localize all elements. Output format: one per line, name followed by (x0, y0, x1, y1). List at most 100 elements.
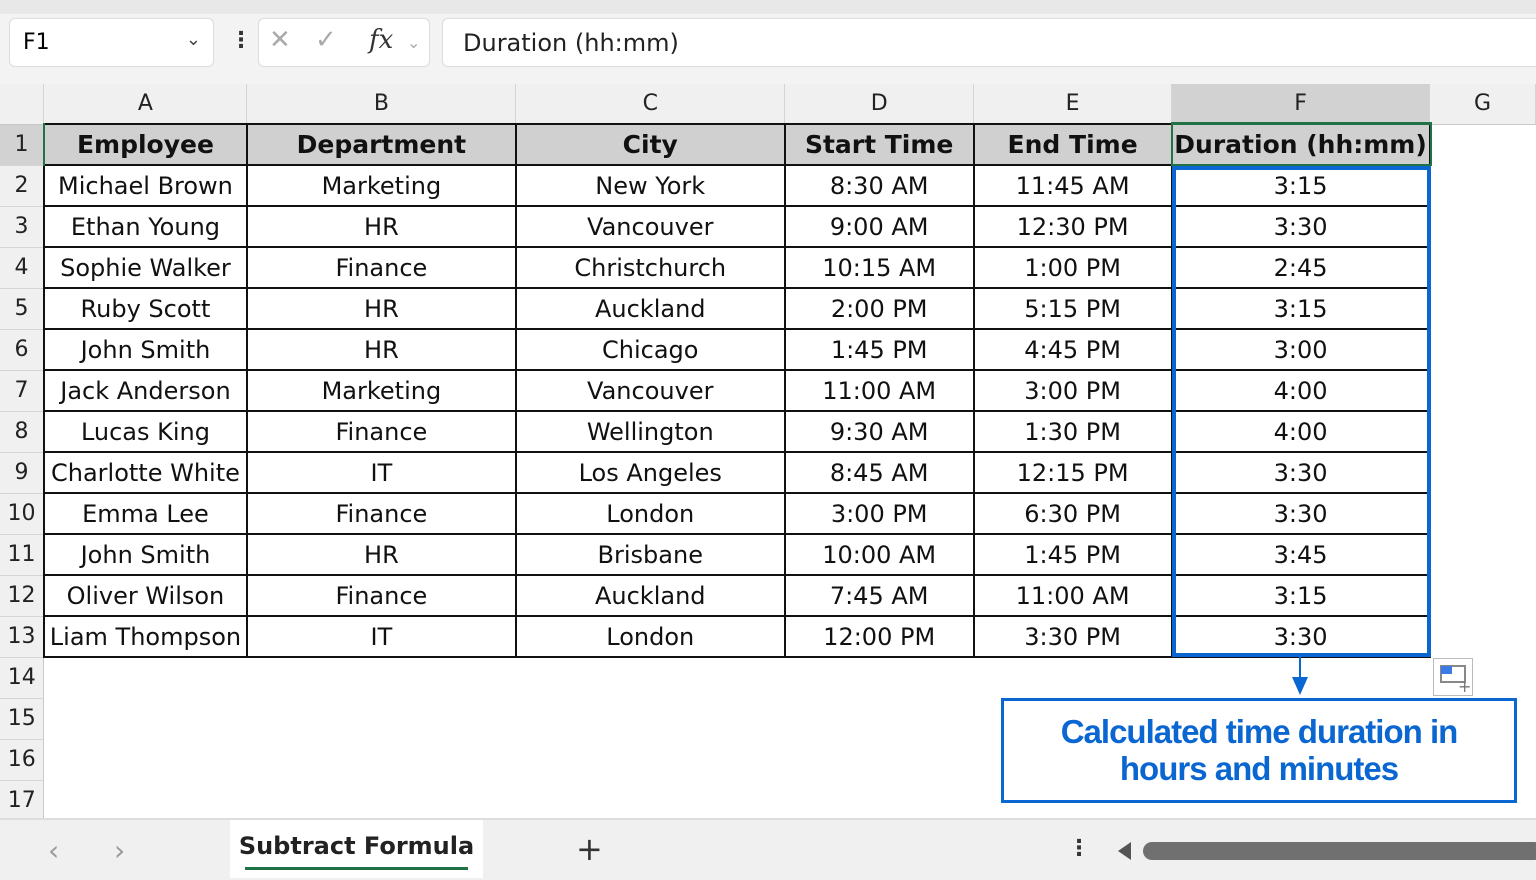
cell[interactable]: HR (245, 328, 517, 371)
scroll-left-icon[interactable] (1118, 842, 1131, 860)
cell[interactable]: HR (245, 205, 517, 248)
cell[interactable]: IT (245, 615, 517, 658)
row-header[interactable]: 17 (0, 780, 45, 822)
cell[interactable]: 3:30 (1170, 451, 1431, 494)
column-header-C[interactable]: C (515, 84, 786, 125)
cell[interactable]: Vancouver (514, 369, 786, 412)
cell[interactable]: 11:45 AM (972, 164, 1173, 207)
more-options-icon[interactable]: ⋮ (1068, 836, 1090, 861)
cell[interactable]: 3:15 (1170, 164, 1431, 207)
cell[interactable]: 8:30 AM (783, 164, 975, 207)
cell[interactable]: Jack Anderson (42, 369, 248, 412)
row-header[interactable]: 8 (0, 411, 45, 453)
row-header[interactable]: 7 (0, 370, 45, 412)
cell[interactable]: 4:45 PM (972, 328, 1173, 371)
cell[interactable]: Finance (245, 574, 517, 617)
row-header[interactable]: 4 (0, 247, 45, 289)
empty-cell[interactable] (1429, 575, 1536, 617)
cell[interactable]: Vancouver (514, 205, 786, 248)
empty-cell[interactable] (1429, 206, 1536, 248)
row-header[interactable]: 12 (0, 575, 45, 617)
row-header[interactable]: 3 (0, 206, 45, 248)
cell[interactable]: 7:45 AM (783, 574, 975, 617)
row-header[interactable]: 11 (0, 534, 45, 576)
empty-cell[interactable] (1429, 534, 1536, 576)
cell[interactable]: 12:15 PM (972, 451, 1173, 494)
cell[interactable]: 4:00 (1170, 410, 1431, 453)
empty-cell[interactable] (784, 739, 974, 781)
cell[interactable]: New York (514, 164, 786, 207)
header-cell[interactable]: City (514, 123, 786, 166)
cell[interactable]: 3:00 PM (972, 369, 1173, 412)
header-cell[interactable]: Department (245, 123, 517, 166)
cell[interactable]: Ruby Scott (42, 287, 248, 330)
chevron-down-icon[interactable]: ⌄ (185, 29, 201, 50)
empty-cell[interactable] (43, 739, 247, 781)
cell[interactable]: Emma Lee (42, 492, 248, 535)
empty-cell[interactable] (1429, 329, 1536, 371)
empty-cell[interactable] (43, 657, 247, 699)
next-sheet-icon[interactable]: › (114, 834, 126, 867)
more-options-icon[interactable]: ⋮ (230, 28, 252, 53)
cell[interactable]: 5:15 PM (972, 287, 1173, 330)
empty-cell[interactable] (1429, 411, 1536, 453)
cell[interactable]: Ethan Young (42, 205, 248, 248)
empty-cell[interactable] (784, 698, 974, 740)
cell[interactable]: 8:45 AM (783, 451, 975, 494)
empty-cell[interactable] (43, 698, 247, 740)
empty-cell[interactable] (1429, 165, 1536, 207)
cell[interactable]: Oliver Wilson (42, 574, 248, 617)
cancel-icon[interactable]: ✕ (269, 25, 291, 55)
empty-cell[interactable] (246, 739, 516, 781)
row-header[interactable]: 15 (0, 698, 45, 740)
header-cell[interactable]: Employee (42, 123, 248, 166)
cell[interactable]: Chicago (514, 328, 786, 371)
cell[interactable]: 3:30 (1170, 615, 1431, 658)
column-header-F[interactable]: F (1171, 84, 1431, 125)
prev-sheet-icon[interactable]: ‹ (48, 834, 60, 867)
cell[interactable]: London (514, 492, 786, 535)
empty-cell[interactable] (1429, 370, 1536, 412)
empty-cell[interactable] (246, 780, 516, 822)
cell[interactable]: HR (245, 533, 517, 576)
row-header[interactable]: 6 (0, 329, 45, 371)
cell[interactable]: 11:00 AM (783, 369, 975, 412)
row-header[interactable]: 9 (0, 452, 45, 494)
cell[interactable]: Brisbane (514, 533, 786, 576)
column-header-A[interactable]: A (43, 84, 248, 125)
cell[interactable]: 2:00 PM (783, 287, 975, 330)
cell[interactable]: 1:45 PM (972, 533, 1173, 576)
cell[interactable]: London (514, 615, 786, 658)
cell[interactable]: 3:00 (1170, 328, 1431, 371)
row-header[interactable]: 16 (0, 739, 45, 781)
cell[interactable]: 3:00 PM (783, 492, 975, 535)
horizontal-scrollbar[interactable] (1143, 842, 1536, 860)
cell[interactable]: 1:45 PM (783, 328, 975, 371)
row-header[interactable]: 10 (0, 493, 45, 535)
cell[interactable]: Finance (245, 492, 517, 535)
chevron-down-icon[interactable]: ⌄ (407, 33, 421, 52)
sheet-tab-subtract-formula[interactable]: Subtract Formula (230, 820, 483, 878)
empty-cell[interactable] (1429, 493, 1536, 535)
empty-cell[interactable] (246, 698, 516, 740)
cell[interactable]: 9:00 AM (783, 205, 975, 248)
name-box[interactable]: F1 ⌄ (9, 18, 214, 67)
formula-input[interactable]: Duration (hh:mm) (442, 18, 1536, 67)
cell[interactable]: Michael Brown (42, 164, 248, 207)
cell[interactable]: Finance (245, 410, 517, 453)
quick-analysis-icon[interactable]: + (1433, 658, 1473, 696)
cell[interactable]: 9:30 AM (783, 410, 975, 453)
header-cell[interactable]: End Time (972, 123, 1173, 166)
cell[interactable]: 3:30 PM (972, 615, 1173, 658)
header-cell[interactable]: Start Time (783, 123, 975, 166)
cell[interactable]: John Smith (42, 533, 248, 576)
cell[interactable]: Christchurch (514, 246, 786, 289)
add-sheet-button[interactable]: + (576, 830, 603, 868)
cell[interactable]: Wellington (514, 410, 786, 453)
column-header-D[interactable]: D (784, 84, 975, 125)
column-header-B[interactable]: B (246, 84, 517, 125)
empty-cell[interactable] (1429, 452, 1536, 494)
empty-cell[interactable] (515, 780, 785, 822)
cell[interactable]: 3:45 (1170, 533, 1431, 576)
cell[interactable]: Liam Thompson (42, 615, 248, 658)
